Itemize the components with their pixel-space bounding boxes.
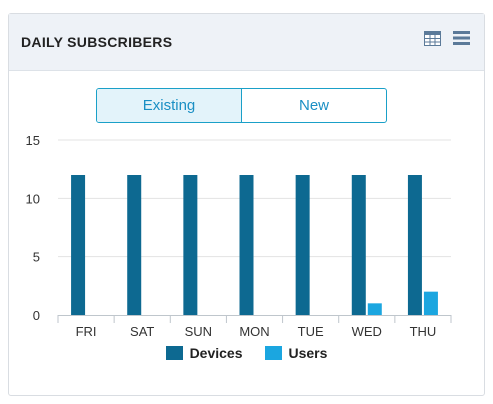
bar-devices-mon [239,175,254,315]
bar-devices-fri [71,175,86,315]
x-tick-label: FRI [76,324,97,339]
y-tick-label: 10 [26,191,40,206]
x-tick-label: THU [410,324,437,339]
x-tick-label: SUN [185,324,212,339]
bar-users-wed [367,303,382,315]
x-tick-label: TUE [298,324,324,339]
chart-legend: Devices Users [0,345,493,361]
y-tick-label: 15 [26,133,40,148]
legend-item-users[interactable]: Users [264,345,328,361]
card-header: DAILY SUBSCRIBERS [9,14,484,71]
existing-new-toggle: Existing New [96,88,387,123]
legend-item-devices[interactable]: Devices [165,345,243,361]
legend-swatch-devices [165,346,183,360]
bar-devices-tue [295,175,310,315]
legend-swatch-users [264,346,282,360]
bar-users-thu [423,291,438,315]
toggle-existing-button[interactable]: Existing [97,89,242,122]
table-view-icon[interactable] [424,31,441,46]
y-tick-label: 0 [33,308,40,323]
legend-label-devices: Devices [189,345,243,361]
card-title: DAILY SUBSCRIBERS [21,34,173,50]
bar-devices-thu [407,175,422,315]
bar-devices-sat [127,175,142,315]
legend-label-users: Users [288,345,328,361]
x-tick-label: SAT [130,324,154,339]
x-tick-label: MON [239,324,269,339]
x-tick-label: WED [352,324,382,339]
toggle-new-button[interactable]: New [298,97,329,114]
daily-subscribers-card: DAILY SUBSCRIBERS Existing New [8,13,485,396]
bar-devices-wed [351,175,366,315]
y-tick-label: 5 [33,250,40,265]
bar-devices-sun [183,175,198,315]
menu-icon[interactable] [453,30,470,46]
